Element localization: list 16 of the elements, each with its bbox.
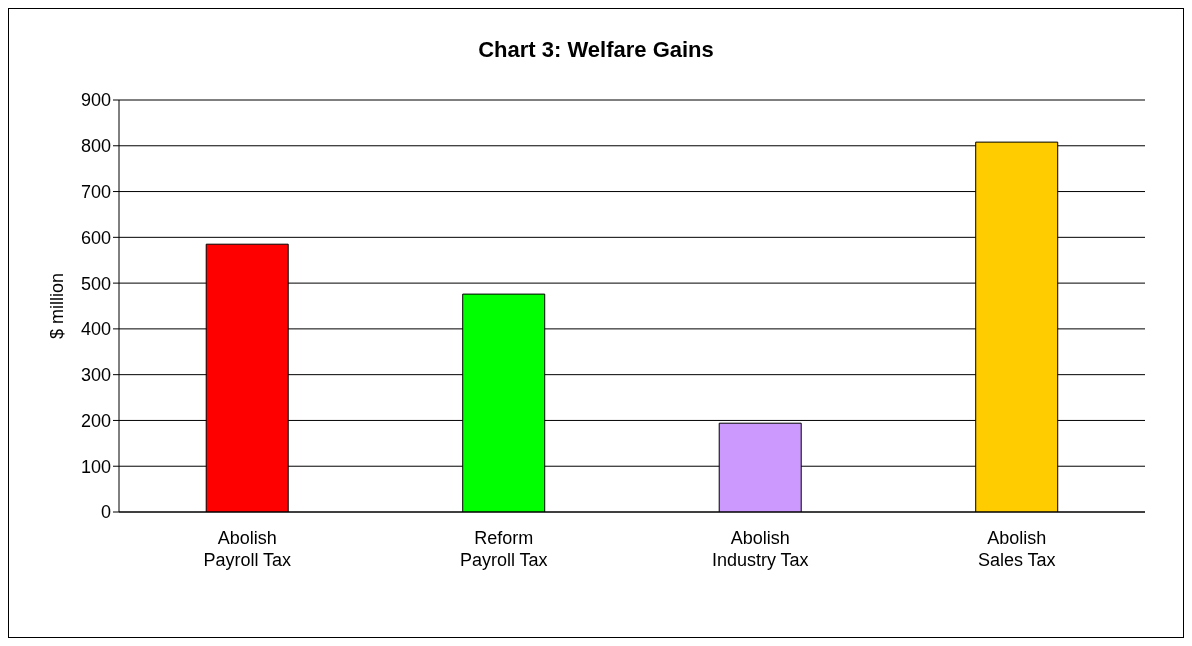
y-tick-label: 200: [80, 410, 111, 431]
y-tick-label: 500: [80, 273, 111, 294]
chart-title: Chart 3: Welfare Gains: [477, 37, 715, 63]
y-tick-label: 800: [80, 136, 111, 157]
x-tick-label: Reform Payroll Tax: [459, 528, 548, 570]
x-tick-label: Abolish Sales Tax: [977, 528, 1056, 570]
y-tick-label: 900: [80, 90, 111, 111]
y-tick-label: 100: [80, 456, 111, 477]
x-tick-label: Abolish Payroll Tax: [203, 528, 292, 570]
y-tick-label: 0: [100, 502, 111, 523]
x-tick-label: Abolish Industry Tax: [711, 528, 809, 570]
y-tick-label: 400: [80, 319, 111, 340]
y-tick-label: 300: [80, 365, 111, 386]
y-axis-title: $ million: [47, 272, 68, 340]
y-tick-label: 700: [80, 181, 111, 202]
y-tick-label: 600: [80, 227, 111, 248]
